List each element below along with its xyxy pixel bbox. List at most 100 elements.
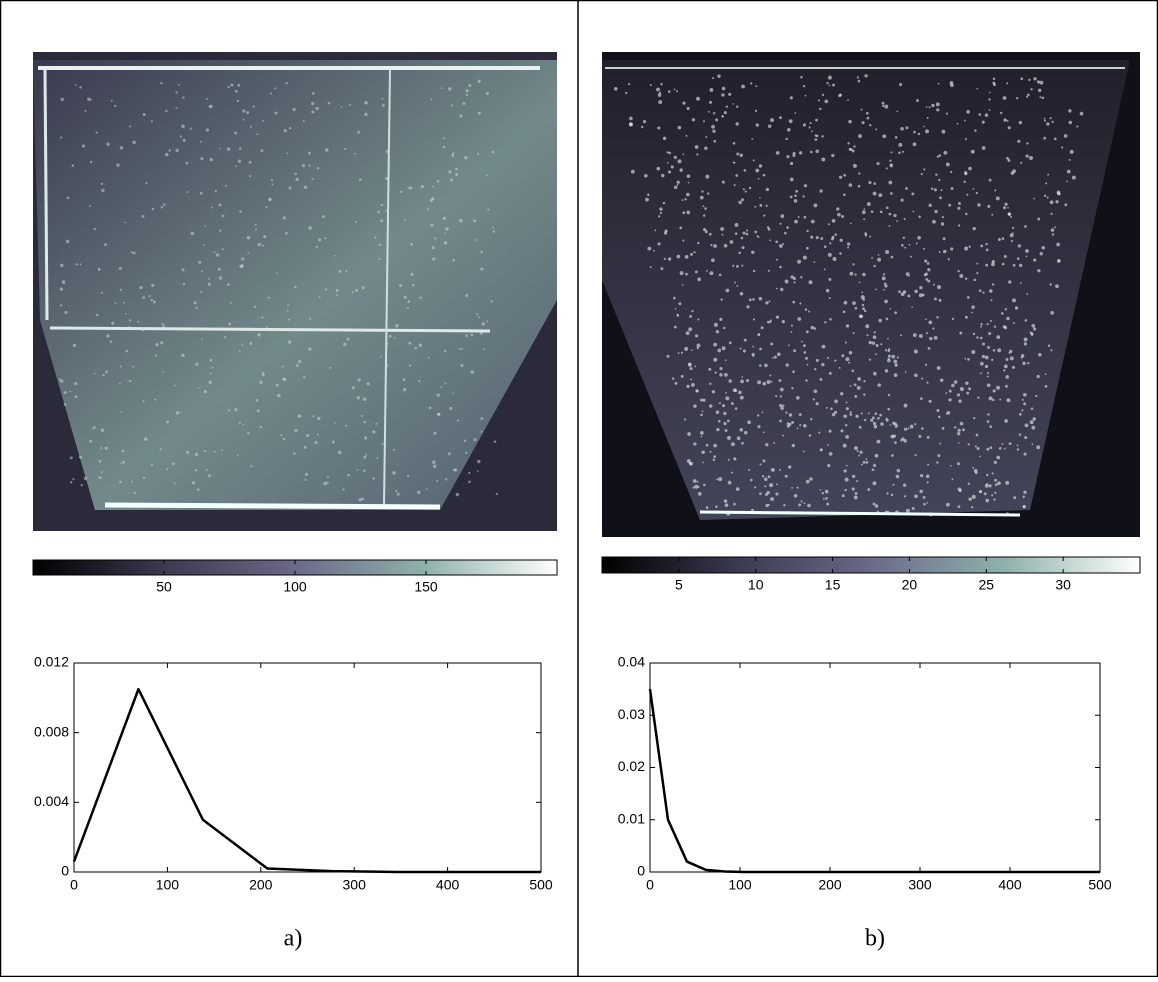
speckle-dot xyxy=(880,343,883,346)
speckle-dot xyxy=(493,440,497,443)
speckle-dot xyxy=(185,161,189,165)
speckle-dot xyxy=(705,174,710,179)
speckle-dot xyxy=(846,242,851,246)
speckle-dot xyxy=(874,504,879,508)
speckle-dot xyxy=(805,379,808,382)
speckle-dot xyxy=(991,472,994,475)
speckle-dot xyxy=(119,481,122,484)
speckle-dot xyxy=(708,232,712,236)
speckle-dot xyxy=(237,159,242,163)
speckle-dot xyxy=(875,353,878,356)
speckle-dot xyxy=(950,465,952,467)
speckle-dot xyxy=(463,439,467,442)
speckle-dot xyxy=(912,142,917,147)
speckle-dot xyxy=(483,348,485,350)
speckle-dot xyxy=(884,510,887,513)
speckle-dot xyxy=(444,349,447,353)
speckle-dot xyxy=(694,334,699,338)
speckle-dot xyxy=(673,296,676,300)
speckle-dot xyxy=(450,104,453,107)
speckle-dot xyxy=(746,305,750,309)
speckle-dot xyxy=(74,83,77,86)
speckle-dot xyxy=(822,497,825,500)
speckle-dot xyxy=(317,238,322,242)
speckle-dot xyxy=(741,441,744,445)
speckle-dot xyxy=(720,298,723,301)
speckle-dot xyxy=(1063,134,1068,138)
speckle-dot xyxy=(691,118,696,122)
speckle-dot xyxy=(1006,156,1009,160)
speckle-dot xyxy=(130,480,133,483)
speckle-dot xyxy=(200,157,204,161)
speckle-dot xyxy=(119,146,124,150)
speckle-dot xyxy=(860,412,863,415)
speckle-dot xyxy=(987,513,990,516)
speckle-dot xyxy=(895,474,900,479)
speckle-dot xyxy=(1047,173,1050,176)
speckle-dot xyxy=(162,325,166,329)
speckle-dot xyxy=(349,104,352,107)
speckle-dot xyxy=(709,382,712,386)
speckle-dot xyxy=(967,482,970,485)
speckle-dot xyxy=(682,153,685,156)
speckle-dot xyxy=(878,193,883,198)
speckle-dot xyxy=(98,268,101,272)
speckle-dot xyxy=(727,435,732,440)
speckle-dot xyxy=(661,173,665,178)
speckle-dot xyxy=(979,336,983,340)
speckle-dot xyxy=(748,468,751,471)
speckle-dot xyxy=(832,83,835,87)
speckle-dot xyxy=(711,390,716,394)
speckle-dot xyxy=(181,353,185,358)
speckle-dot xyxy=(964,119,966,122)
speckle-dot xyxy=(248,160,252,164)
speckle-dot xyxy=(392,448,396,452)
speckle-dot xyxy=(150,120,153,123)
speckle-dot xyxy=(860,108,863,111)
speckle-dot xyxy=(898,290,901,294)
speckle-dot xyxy=(480,430,483,433)
speckle-dot xyxy=(321,215,325,219)
colorbar-tick-label: 20 xyxy=(902,577,918,593)
speckle-dot xyxy=(61,280,66,284)
speckle-dot xyxy=(881,101,885,105)
speckle-dot xyxy=(741,376,744,378)
speckle-dot xyxy=(854,273,857,276)
speckle-dot xyxy=(444,382,447,385)
speckle-dot xyxy=(105,370,108,374)
speckle-dot xyxy=(739,153,744,158)
speckle-dot xyxy=(992,77,996,81)
speckle-dot xyxy=(430,223,434,227)
speckle-dot xyxy=(1076,125,1079,128)
speckle-dot xyxy=(151,283,155,287)
speckle-dot xyxy=(951,383,955,388)
speckle-dot xyxy=(1010,239,1013,243)
speckle-dot xyxy=(988,178,992,182)
speckle-dot xyxy=(800,276,803,279)
speckle-dot xyxy=(993,498,996,501)
speckle-dot xyxy=(887,349,891,353)
speckle-dot xyxy=(958,399,962,403)
speckle-dot xyxy=(887,393,891,397)
speckle-dot xyxy=(757,425,761,429)
speckle-dot xyxy=(206,98,209,100)
speckle-dot xyxy=(95,131,98,134)
speckle-dot xyxy=(241,257,245,261)
speckle-dot xyxy=(890,255,894,259)
speckle-dot xyxy=(707,110,710,113)
speckle-dot xyxy=(887,407,891,411)
speckle-dot xyxy=(729,240,734,244)
speckle-dot xyxy=(820,237,824,241)
speckle-dot xyxy=(679,271,684,276)
speckle-dot xyxy=(748,298,752,302)
speckle-dot xyxy=(975,471,978,475)
speckle-dot xyxy=(1007,126,1011,130)
speckle-dot xyxy=(858,454,860,457)
speckle-dot xyxy=(865,324,870,329)
speckle-dot xyxy=(690,349,693,351)
speckle-dot xyxy=(810,150,813,154)
speckle-dot xyxy=(673,325,677,329)
speckle-dot xyxy=(957,224,961,227)
speckle-dot xyxy=(868,181,872,185)
speckle-dot xyxy=(477,316,480,319)
